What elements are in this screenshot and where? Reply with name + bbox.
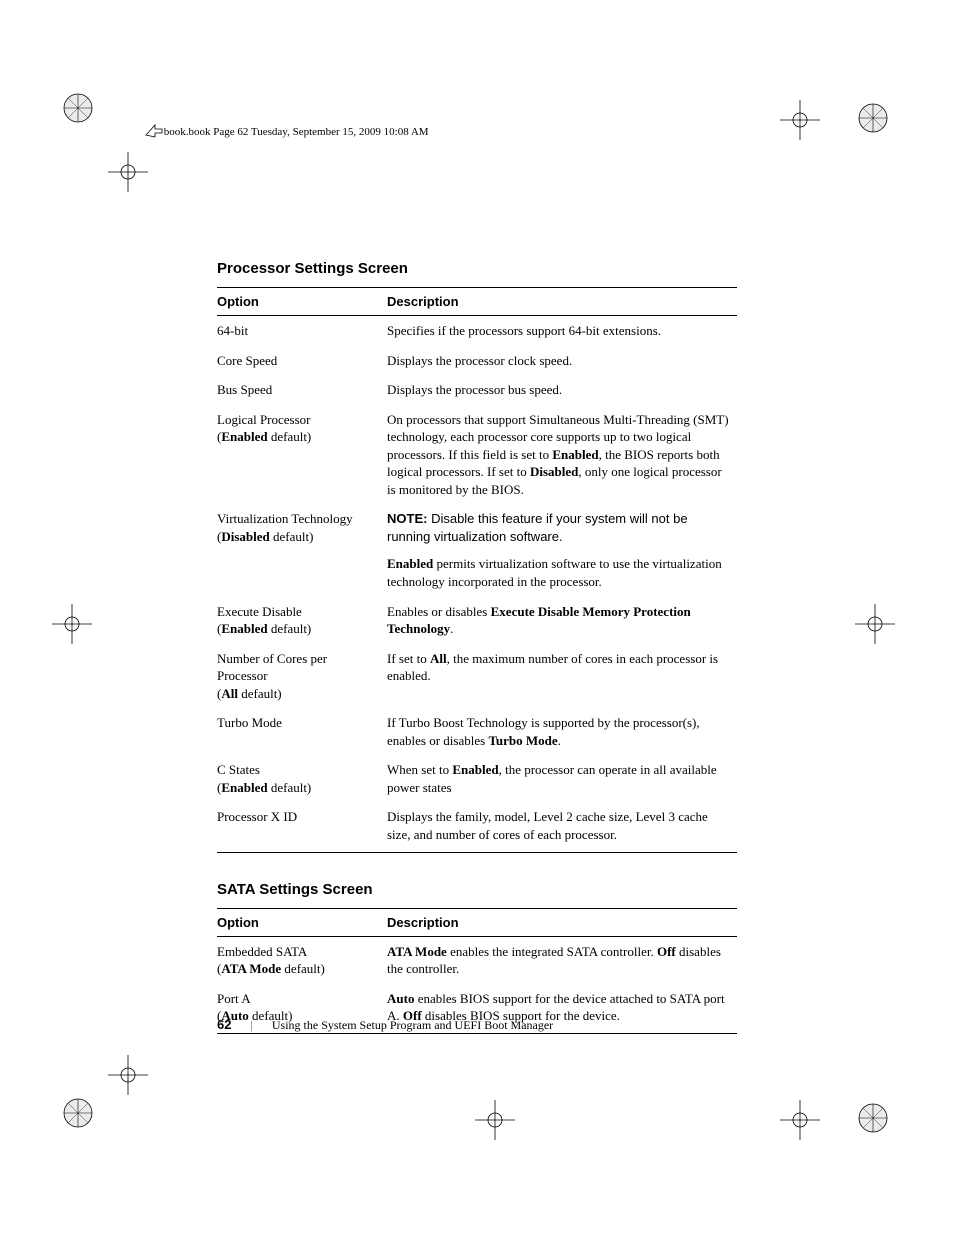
table-row: Processor X IDDisplays the family, model… <box>217 802 737 852</box>
option-cell: Bus Speed <box>217 375 387 405</box>
table-row: Logical Processor(Enabled default)On pro… <box>217 405 737 505</box>
crop-mark <box>52 604 92 644</box>
crop-mark <box>855 100 891 136</box>
option-cell: Virtualization Technology(Disabled defau… <box>217 504 387 596</box>
option-cell: Turbo Mode <box>217 708 387 755</box>
header-text: book.book Page 62 Tuesday, September 15,… <box>164 126 429 138</box>
description-cell: On processors that support Simultaneous … <box>387 405 737 505</box>
table-row: Virtualization Technology(Disabled defau… <box>217 504 737 596</box>
description-cell: If set to All, the maximum number of cor… <box>387 644 737 709</box>
registration-mark-icon <box>108 1055 148 1095</box>
description-cell: NOTE: Disable this feature if your syste… <box>387 504 737 596</box>
option-cell: Embedded SATA(ATA Mode default) <box>217 936 387 984</box>
page-number: 62 <box>217 1017 231 1032</box>
table-row: C States(Enabled default)When set to Ena… <box>217 755 737 802</box>
crop-mark <box>475 1100 515 1140</box>
column-header-description: Description <box>387 908 737 936</box>
corner-mark-icon <box>855 100 891 136</box>
description-cell: Displays the family, model, Level 2 cach… <box>387 802 737 852</box>
crop-mark <box>780 1100 820 1140</box>
table-row: Embedded SATA(ATA Mode default)ATA Mode … <box>217 936 737 984</box>
table-row: 64-bitSpecifies if the processors suppor… <box>217 316 737 346</box>
registration-mark-icon <box>52 604 92 644</box>
description-cell: If Turbo Boost Technology is supported b… <box>387 708 737 755</box>
crop-mark <box>60 1095 96 1131</box>
registration-mark-icon <box>475 1100 515 1140</box>
page-content: Processor Settings Screen Option Descrip… <box>217 260 737 1062</box>
option-cell: Number of Cores per Processor(All defaul… <box>217 644 387 709</box>
description-cell: When set to Enabled, the processor can o… <box>387 755 737 802</box>
print-header: book.book Page 62 Tuesday, September 15,… <box>145 124 429 138</box>
table-row: Number of Cores per Processor(All defaul… <box>217 644 737 709</box>
registration-mark-icon <box>108 152 148 192</box>
corner-mark-icon <box>855 1100 891 1136</box>
description-cell: Displays the processor clock speed. <box>387 346 737 376</box>
footer-text: Using the System Setup Program and UEFI … <box>272 1018 553 1032</box>
column-header-option: Option <box>217 908 387 936</box>
processor-settings-table: Option Description 64-bitSpecifies if th… <box>217 287 737 853</box>
option-cell: C States(Enabled default) <box>217 755 387 802</box>
corner-mark-icon <box>60 1095 96 1131</box>
table-row: Execute Disable(Enabled default)Enables … <box>217 597 737 644</box>
footer-divider: | <box>250 1018 252 1032</box>
option-cell: Core Speed <box>217 346 387 376</box>
corner-mark-icon <box>60 90 96 126</box>
section-heading-sata: SATA Settings Screen <box>217 881 737 898</box>
table-row: Core SpeedDisplays the processor clock s… <box>217 346 737 376</box>
option-cell: Processor X ID <box>217 802 387 852</box>
section-heading-processor: Processor Settings Screen <box>217 260 737 277</box>
crop-mark <box>780 100 820 140</box>
registration-mark-icon <box>780 100 820 140</box>
option-cell: 64-bit <box>217 316 387 346</box>
column-header-option: Option <box>217 288 387 316</box>
description-cell: Specifies if the processors support 64-b… <box>387 316 737 346</box>
crop-mark <box>108 1055 148 1095</box>
description-cell: Enables or disables Execute Disable Memo… <box>387 597 737 644</box>
crop-mark <box>108 152 148 192</box>
sata-settings-table: Option Description Embedded SATA(ATA Mod… <box>217 908 737 1034</box>
crop-mark <box>855 604 895 644</box>
column-header-description: Description <box>387 288 737 316</box>
page-footer: 62 | Using the System Setup Program and … <box>217 1017 553 1033</box>
registration-mark-icon <box>855 604 895 644</box>
description-cell: Displays the processor bus speed. <box>387 375 737 405</box>
crop-mark <box>855 1100 891 1136</box>
crop-mark <box>60 90 96 126</box>
option-cell: Logical Processor(Enabled default) <box>217 405 387 505</box>
option-cell: Execute Disable(Enabled default) <box>217 597 387 644</box>
table-row: Bus SpeedDisplays the processor bus spee… <box>217 375 737 405</box>
description-cell: ATA Mode enables the integrated SATA con… <box>387 936 737 984</box>
table-row: Turbo ModeIf Turbo Boost Technology is s… <box>217 708 737 755</box>
registration-mark-icon <box>780 1100 820 1140</box>
